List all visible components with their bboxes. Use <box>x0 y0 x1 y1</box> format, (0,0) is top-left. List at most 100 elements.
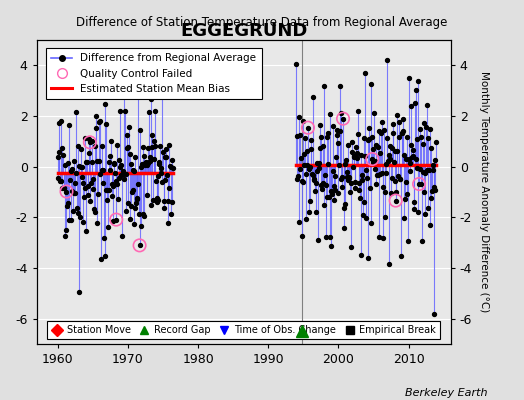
Point <box>414 209 423 215</box>
Point <box>163 198 172 204</box>
Point <box>339 116 347 122</box>
Point <box>401 178 410 185</box>
Point <box>124 144 132 150</box>
Point <box>159 198 168 204</box>
Y-axis label: Monthly Temperature Anomaly Difference (°C): Monthly Temperature Anomaly Difference (… <box>479 71 489 313</box>
Point <box>110 161 118 168</box>
Point <box>351 179 359 185</box>
Point <box>422 124 430 130</box>
Point <box>301 135 309 142</box>
Point <box>357 176 366 183</box>
Point <box>167 164 176 170</box>
Point <box>341 160 350 167</box>
Point <box>126 150 135 157</box>
Point <box>428 167 436 173</box>
Point <box>372 181 380 188</box>
Point <box>360 199 368 205</box>
Point <box>385 152 394 158</box>
Point <box>167 211 175 217</box>
Point <box>312 168 321 174</box>
Point <box>408 154 416 161</box>
Point <box>339 116 347 122</box>
Point <box>336 176 345 182</box>
Point <box>71 190 80 196</box>
Point <box>136 127 144 133</box>
Point <box>298 178 307 184</box>
Point <box>130 205 139 211</box>
Point <box>128 188 136 195</box>
Point <box>122 171 130 177</box>
Point <box>110 160 118 166</box>
Point <box>334 140 342 146</box>
Point <box>149 138 158 144</box>
Point <box>386 143 395 149</box>
Point <box>64 216 73 223</box>
Point <box>317 182 325 188</box>
Point <box>128 166 137 173</box>
Point <box>410 206 419 212</box>
Point <box>332 132 341 138</box>
Point <box>315 160 323 166</box>
Point <box>312 209 320 215</box>
Point <box>384 158 392 165</box>
Point <box>132 154 140 161</box>
Point <box>372 142 380 148</box>
Point <box>370 165 379 172</box>
Point <box>147 96 155 102</box>
Point <box>109 218 117 224</box>
Point <box>297 155 305 161</box>
Point <box>129 221 138 227</box>
Point <box>67 217 75 223</box>
Point <box>316 134 325 140</box>
Point <box>342 173 351 180</box>
Point <box>356 152 365 159</box>
Point <box>349 164 357 171</box>
Point <box>117 161 125 168</box>
Point <box>417 133 425 140</box>
Point <box>58 144 66 151</box>
Point <box>96 118 105 125</box>
Point <box>162 146 170 153</box>
Point <box>379 235 388 241</box>
Point <box>405 74 413 81</box>
Point <box>431 187 440 194</box>
Point <box>346 179 355 186</box>
Point <box>390 178 399 184</box>
Point <box>134 180 142 187</box>
Point <box>397 253 405 259</box>
Point <box>76 214 84 220</box>
Point <box>88 138 96 144</box>
Point <box>66 177 74 184</box>
Point <box>89 176 97 182</box>
Point <box>393 148 401 154</box>
Point <box>80 194 88 200</box>
Point <box>59 185 68 192</box>
Point <box>414 78 422 84</box>
Point <box>425 126 434 132</box>
Point <box>407 142 416 148</box>
Point <box>328 191 336 198</box>
Point <box>366 81 375 88</box>
Point <box>91 143 100 150</box>
Point <box>410 199 418 205</box>
Point <box>68 188 76 194</box>
Point <box>99 180 107 186</box>
Point <box>325 194 333 200</box>
Point <box>421 211 429 217</box>
Point <box>143 192 151 198</box>
Point <box>307 137 315 143</box>
Point <box>403 191 411 197</box>
Point <box>70 190 78 196</box>
Point <box>139 210 147 217</box>
Point <box>343 169 351 176</box>
Point <box>80 185 89 191</box>
Point <box>160 205 168 212</box>
Point <box>316 122 324 128</box>
Point <box>119 89 128 95</box>
Point <box>350 154 358 160</box>
Point <box>62 227 70 233</box>
Point <box>354 108 362 114</box>
Point <box>425 167 433 173</box>
Point <box>125 124 133 130</box>
Point <box>364 255 372 262</box>
